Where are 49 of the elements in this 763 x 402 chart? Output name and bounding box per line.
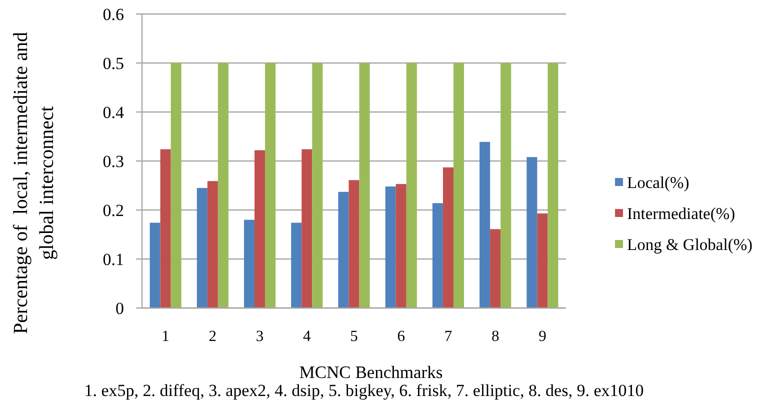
bar: [160, 149, 171, 308]
bar: [218, 63, 228, 308]
bar: [302, 149, 312, 308]
x-tick-label: 7: [444, 328, 452, 345]
bar: [480, 142, 490, 308]
legend-label: Long & Global(%): [627, 234, 753, 254]
bar: [385, 186, 396, 308]
bar: [442, 167, 454, 308]
legend-label: Local(%): [627, 172, 690, 192]
y-tick-label: 0.1: [102, 250, 124, 269]
y-axis-title: Percentage of local, intermediate and global interconnect: [10, 32, 58, 334]
bar: [348, 180, 360, 308]
y-tick-label: 0.2: [102, 200, 124, 220]
bar: [196, 188, 208, 308]
bar: [244, 220, 255, 308]
bar: [453, 63, 464, 308]
bar: [291, 222, 302, 308]
bar: [254, 150, 266, 308]
bar: [338, 192, 349, 308]
bar: [265, 63, 276, 308]
legend-label: Intermediate(%): [627, 204, 736, 223]
y-tick-label: 0.6: [102, 4, 124, 24]
bar: [150, 222, 160, 308]
bar: [490, 229, 501, 308]
x-tick-label: 3: [256, 328, 264, 345]
bar: [406, 63, 417, 308]
bar: [207, 181, 218, 308]
y-tick-label: 0.5: [102, 54, 124, 73]
text: 1. ex5p, 2. diffeq, 3. apex2, 4. dsip, 5. bigkey, 6. frisk, 7. elliptic, 8. des, 9. ex1010: [84, 381, 644, 400]
x-tick-label: 4: [303, 328, 312, 345]
x-tick-label: 6: [397, 328, 406, 345]
bar: [312, 63, 323, 308]
bar: [359, 63, 370, 308]
bar: [526, 157, 538, 308]
x-tick-label: 8: [491, 328, 500, 345]
y-tick-label: 0: [116, 298, 124, 318]
y-tick-label: 0.3: [102, 152, 124, 171]
x-tick-label: 9: [538, 328, 547, 345]
x-axis-title: MCNC Benchmarks: [299, 362, 443, 382]
x-tick-label: 1: [162, 328, 170, 345]
y-tick-label: 0.4: [102, 102, 124, 122]
bar: [500, 63, 512, 308]
bar: [537, 213, 548, 308]
x-tick-label: 2: [208, 328, 217, 345]
bar: [170, 63, 182, 308]
bar: [432, 203, 443, 308]
x-tick-label: 5: [350, 328, 358, 345]
bar: [396, 184, 406, 308]
bar: [548, 63, 558, 308]
